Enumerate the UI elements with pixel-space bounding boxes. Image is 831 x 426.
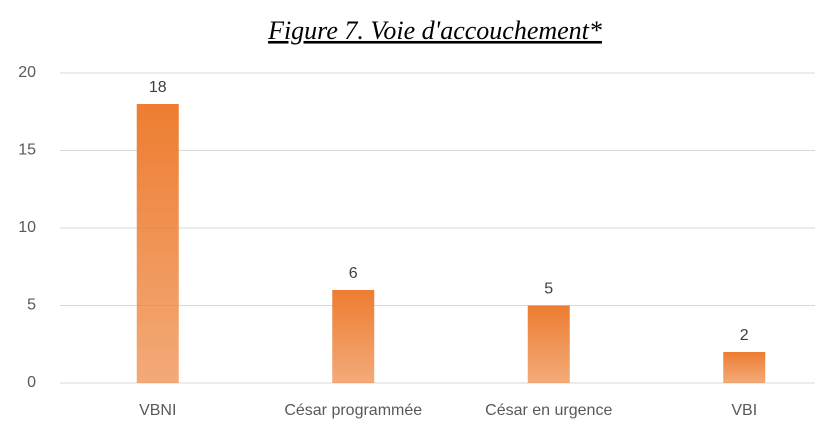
x-tick-label: César programmée xyxy=(284,402,422,419)
y-tick-label: 20 xyxy=(18,64,36,81)
bar xyxy=(527,305,570,383)
data-label: 18 xyxy=(149,79,167,96)
bar xyxy=(723,352,766,383)
bar xyxy=(332,290,375,383)
data-label: 5 xyxy=(544,281,553,298)
y-tick-label: 5 xyxy=(27,297,36,314)
x-tick-label: VBNI xyxy=(139,402,176,419)
bar xyxy=(136,104,179,383)
chart-title: Figure 7. Voie d'accouchement* xyxy=(267,16,602,45)
x-tick-label: César en urgence xyxy=(485,402,612,419)
data-label: 2 xyxy=(740,327,749,344)
y-tick-label: 0 xyxy=(27,374,36,391)
y-tick-label: 15 xyxy=(18,142,36,159)
y-tick-label: 10 xyxy=(18,219,36,236)
x-tick-label: VBI xyxy=(731,402,757,419)
data-label: 6 xyxy=(349,265,358,282)
